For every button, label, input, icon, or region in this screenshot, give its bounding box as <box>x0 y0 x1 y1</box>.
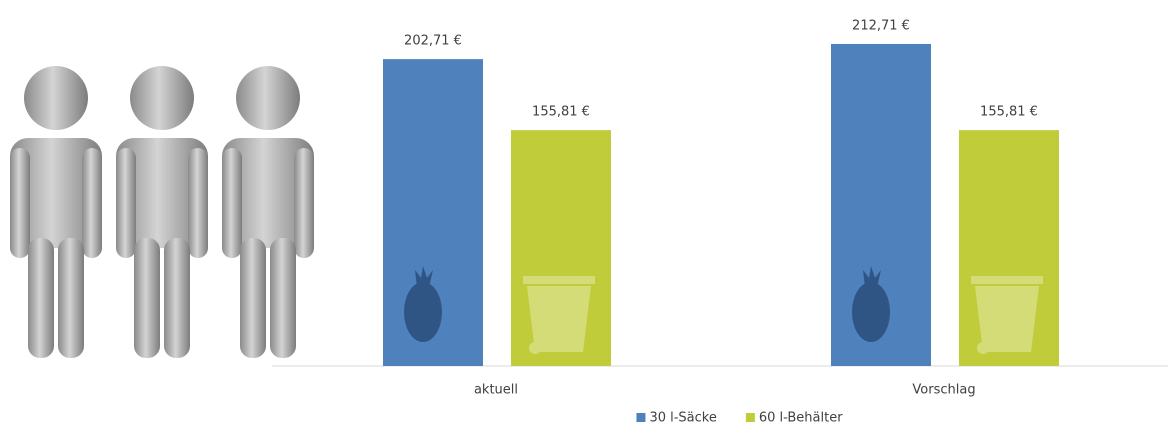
bag-body <box>852 282 890 342</box>
bin-lid <box>971 276 1043 284</box>
bag-icon <box>852 266 890 342</box>
legend-swatch <box>636 413 646 422</box>
legend: 30 l-Säcke 60 l-Behälter <box>636 411 843 426</box>
bin-icon <box>971 276 1043 354</box>
legend-swatch <box>745 413 755 422</box>
x-tick-label: aktuell <box>474 383 518 398</box>
x-tick-label: Vorschlag <box>912 383 975 398</box>
bin-body <box>527 286 591 352</box>
value-label: 155,81 € <box>980 105 1038 120</box>
legend-label: 30 l-Säcke <box>649 411 716 426</box>
value-label: 155,81 € <box>532 105 590 120</box>
bin-wheel <box>977 342 989 354</box>
bin-lid <box>523 276 595 284</box>
bag-body <box>404 282 442 342</box>
bag-top <box>415 266 433 287</box>
legend-label: 60 l-Behälter <box>759 411 843 426</box>
bag-top <box>863 266 881 287</box>
value-label: 202,71 € <box>404 34 462 49</box>
bin-icon <box>523 276 595 354</box>
bin-body <box>975 286 1039 352</box>
bin-wheel <box>529 342 541 354</box>
value-label: 212,71 € <box>852 19 910 34</box>
bag-icon <box>404 266 442 342</box>
people-icons <box>10 66 314 358</box>
